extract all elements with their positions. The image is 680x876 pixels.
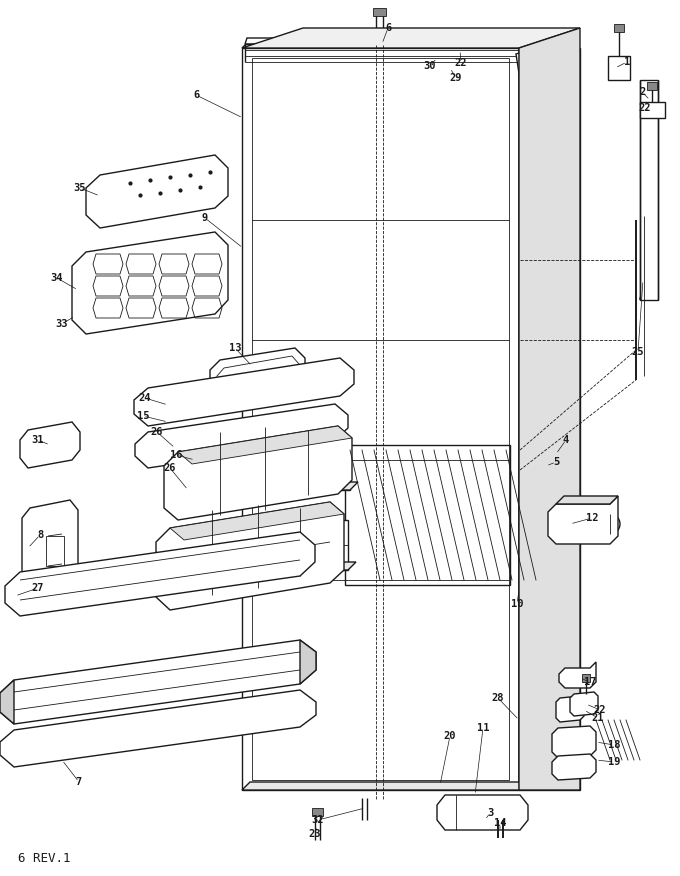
Polygon shape	[640, 102, 665, 118]
Polygon shape	[242, 48, 519, 790]
Text: 22: 22	[639, 103, 651, 113]
Text: 11: 11	[477, 723, 489, 733]
Bar	[582, 674, 590, 682]
Text: 16: 16	[170, 450, 182, 460]
Text: 29: 29	[449, 73, 462, 83]
Polygon shape	[170, 502, 344, 540]
Text: 6 REV.1: 6 REV.1	[18, 851, 71, 865]
Polygon shape	[260, 450, 350, 490]
Polygon shape	[519, 28, 580, 790]
Text: 8: 8	[37, 530, 43, 540]
Text: 7: 7	[76, 777, 82, 787]
Text: 23: 23	[309, 829, 321, 839]
Polygon shape	[556, 496, 618, 504]
Text: 6: 6	[193, 90, 199, 100]
Polygon shape	[164, 426, 352, 520]
Polygon shape	[640, 80, 658, 300]
Polygon shape	[242, 28, 580, 48]
Polygon shape	[134, 358, 354, 426]
Text: 2: 2	[639, 87, 645, 97]
Bar	[614, 24, 624, 32]
Text: 21: 21	[592, 713, 605, 723]
Text: 13: 13	[228, 343, 241, 353]
Text: 18: 18	[608, 740, 620, 750]
Polygon shape	[556, 696, 584, 722]
Polygon shape	[552, 754, 596, 780]
Bar	[46, 536, 64, 566]
Text: 17: 17	[583, 677, 596, 687]
Text: 28: 28	[492, 693, 505, 703]
Polygon shape	[300, 640, 316, 684]
Bar	[312, 808, 323, 816]
Text: 30: 30	[424, 61, 437, 71]
Text: 1: 1	[624, 57, 630, 67]
Text: 25: 25	[632, 347, 644, 357]
Polygon shape	[516, 48, 548, 80]
Polygon shape	[178, 426, 352, 464]
Polygon shape	[86, 155, 228, 228]
Bar	[373, 8, 386, 16]
Polygon shape	[0, 690, 316, 767]
Text: 22: 22	[455, 58, 467, 68]
Polygon shape	[22, 500, 78, 598]
Polygon shape	[242, 782, 527, 790]
Text: 26: 26	[164, 463, 176, 473]
Text: 10: 10	[511, 599, 523, 609]
Text: 9: 9	[202, 213, 208, 223]
Text: 6: 6	[385, 23, 391, 33]
Text: 22: 22	[594, 705, 607, 715]
Text: 24: 24	[139, 393, 151, 403]
Polygon shape	[570, 692, 598, 716]
Text: 4: 4	[563, 435, 569, 445]
Text: 5: 5	[553, 457, 559, 467]
Polygon shape	[608, 56, 630, 80]
Text: 19: 19	[608, 757, 620, 767]
Polygon shape	[135, 404, 348, 468]
Text: 31: 31	[32, 435, 44, 445]
Text: 3: 3	[487, 808, 493, 818]
Text: 35: 35	[73, 183, 86, 193]
Polygon shape	[72, 232, 228, 334]
Polygon shape	[559, 662, 596, 688]
Text: 12: 12	[585, 513, 598, 523]
Text: 20: 20	[444, 731, 456, 741]
Polygon shape	[210, 348, 305, 410]
Text: 15: 15	[137, 411, 149, 421]
Bar	[647, 82, 657, 90]
Text: 33: 33	[56, 319, 68, 329]
Text: 27: 27	[32, 583, 44, 593]
Polygon shape	[245, 38, 526, 44]
Polygon shape	[552, 726, 596, 758]
Polygon shape	[0, 640, 316, 724]
Text: 26: 26	[151, 427, 163, 437]
Polygon shape	[437, 795, 528, 830]
Polygon shape	[548, 496, 618, 544]
Polygon shape	[242, 40, 527, 48]
Text: 32: 32	[311, 815, 324, 825]
Polygon shape	[258, 562, 356, 570]
Polygon shape	[5, 532, 315, 616]
Polygon shape	[260, 482, 358, 490]
Polygon shape	[156, 502, 344, 610]
Polygon shape	[519, 40, 527, 790]
Polygon shape	[519, 48, 580, 790]
Text: 14: 14	[494, 818, 506, 828]
Polygon shape	[0, 680, 14, 724]
Polygon shape	[20, 422, 80, 468]
Text: 34: 34	[51, 273, 63, 283]
Polygon shape	[258, 520, 348, 570]
